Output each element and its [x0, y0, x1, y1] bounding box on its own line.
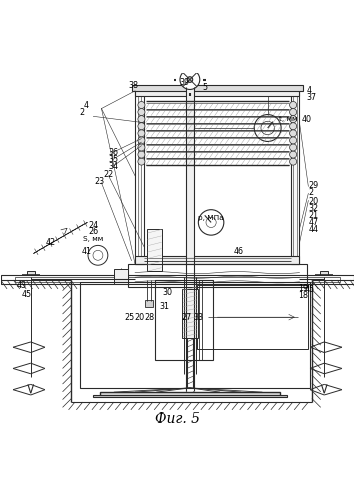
- Bar: [135, 88, 144, 264]
- Bar: [100, 392, 280, 396]
- Bar: [93, 394, 287, 398]
- Circle shape: [180, 70, 200, 89]
- Circle shape: [187, 76, 193, 82]
- Text: 43: 43: [17, 281, 27, 290]
- Text: 20: 20: [134, 314, 144, 322]
- Text: 34: 34: [109, 162, 119, 170]
- Text: 40: 40: [301, 116, 311, 124]
- Text: 22: 22: [103, 170, 114, 179]
- Text: 2: 2: [80, 108, 85, 118]
- Text: 47: 47: [308, 218, 318, 228]
- Text: 30: 30: [163, 288, 173, 297]
- Text: 39: 39: [179, 78, 190, 86]
- Circle shape: [93, 250, 103, 260]
- Text: 20: 20: [308, 196, 318, 205]
- Text: 38: 38: [128, 81, 138, 90]
- Circle shape: [290, 158, 297, 165]
- Circle shape: [290, 108, 297, 116]
- Circle shape: [290, 137, 297, 144]
- Text: 31: 31: [160, 302, 170, 311]
- Text: 18: 18: [298, 292, 308, 300]
- Bar: [291, 88, 300, 264]
- Text: 26: 26: [88, 227, 99, 236]
- Text: 33: 33: [193, 314, 203, 322]
- Text: p, МПа: p, МПа: [198, 215, 224, 221]
- Circle shape: [261, 122, 274, 134]
- Bar: [154, 280, 213, 359]
- Circle shape: [138, 158, 145, 165]
- Text: 28: 28: [144, 314, 154, 322]
- Text: 5: 5: [202, 83, 207, 92]
- Circle shape: [290, 102, 297, 108]
- Polygon shape: [33, 222, 87, 254]
- Bar: [132, 84, 303, 91]
- Text: 37: 37: [307, 94, 317, 102]
- Text: S, мм: S, мм: [83, 236, 103, 242]
- Circle shape: [290, 144, 297, 151]
- Circle shape: [138, 102, 145, 108]
- Circle shape: [290, 122, 297, 130]
- Circle shape: [138, 116, 145, 122]
- Text: 4: 4: [307, 86, 312, 96]
- Text: 23: 23: [94, 177, 104, 186]
- Text: 41: 41: [82, 248, 92, 256]
- Text: 44: 44: [308, 226, 318, 234]
- Circle shape: [138, 151, 145, 158]
- Circle shape: [88, 246, 108, 265]
- Bar: [293, 91, 297, 264]
- Bar: [137, 91, 141, 264]
- Bar: [27, 270, 35, 275]
- Circle shape: [138, 122, 145, 130]
- Bar: [197, 286, 308, 349]
- Text: 24: 24: [88, 220, 99, 230]
- Text: 27: 27: [181, 314, 191, 322]
- Bar: [80, 282, 310, 388]
- Text: t, мм: t, мм: [279, 116, 297, 122]
- Bar: [114, 270, 128, 283]
- Text: 42: 42: [46, 238, 56, 248]
- Text: 45: 45: [21, 290, 31, 298]
- Bar: [1, 275, 354, 283]
- Circle shape: [290, 130, 297, 137]
- Text: 46: 46: [233, 248, 244, 256]
- Bar: [182, 289, 198, 339]
- Text: 25: 25: [125, 314, 135, 322]
- Text: 19: 19: [298, 284, 308, 294]
- Text: 36: 36: [109, 148, 119, 156]
- Bar: [186, 88, 194, 257]
- Bar: [135, 256, 300, 264]
- Bar: [147, 229, 162, 271]
- Bar: [135, 88, 300, 96]
- Bar: [320, 270, 328, 275]
- Bar: [128, 264, 307, 287]
- Circle shape: [138, 108, 145, 116]
- Circle shape: [198, 210, 224, 235]
- Text: Фиг. 5: Фиг. 5: [155, 412, 200, 426]
- Circle shape: [254, 114, 281, 141]
- Circle shape: [290, 116, 297, 122]
- Text: 2: 2: [308, 188, 313, 197]
- Circle shape: [138, 130, 145, 137]
- Circle shape: [206, 218, 216, 228]
- Circle shape: [138, 137, 145, 144]
- Bar: [145, 300, 153, 306]
- Text: 45: 45: [305, 285, 315, 294]
- Bar: [15, 276, 340, 282]
- Text: 29: 29: [308, 181, 318, 190]
- Text: 4: 4: [84, 101, 89, 110]
- Circle shape: [290, 151, 297, 158]
- Circle shape: [138, 144, 145, 151]
- Text: 21: 21: [308, 211, 318, 220]
- Text: 32: 32: [308, 204, 318, 213]
- Text: 35: 35: [109, 154, 119, 164]
